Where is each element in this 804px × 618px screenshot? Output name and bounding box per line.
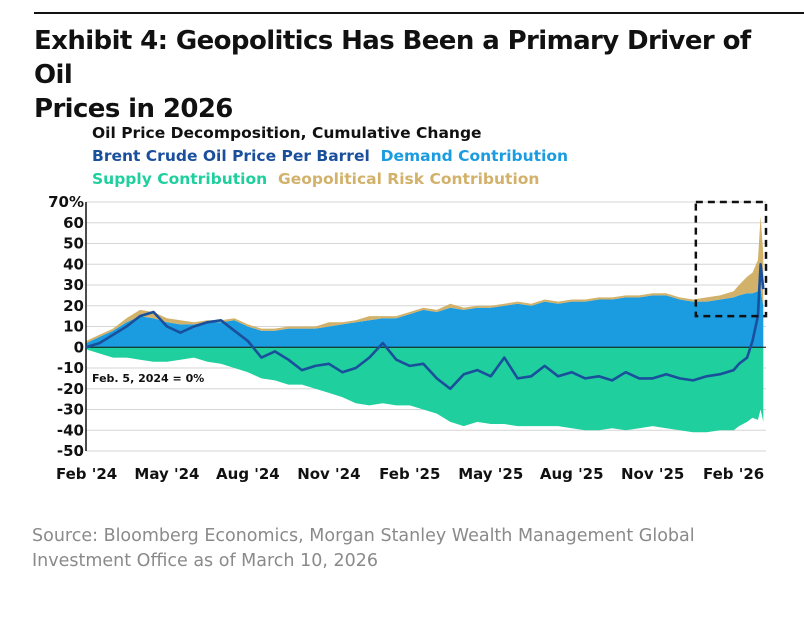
y-tick-label: 70%: [48, 193, 84, 211]
oil-price-chart: 70% 60 50 40 30 20 10 0 -10 -20 -30 -40 -50 Feb '24 M…: [48, 193, 768, 483]
x-tick-label: Feb '26: [703, 465, 764, 483]
demand-area: [86, 289, 764, 348]
exhibit-title-line2: Prices in 2026: [34, 94, 233, 124]
source-line1: Source: Bloomberg Economics, Morgan Stan…: [32, 526, 695, 546]
y-axis-ticks: 70% 60 50 40 30 20 10 0 -10 -20 -30 -40 -50: [48, 193, 84, 460]
y-tick-label: -10: [57, 359, 84, 377]
chart-legend: Oil Price Decomposition, Cumulative Chan…: [92, 122, 568, 191]
brent-line: [85, 263, 765, 391]
y-tick-label: -20: [57, 380, 84, 398]
y-tick-label: 0: [74, 338, 84, 356]
highlight-box-group: [694, 200, 768, 318]
y-tick-label: 30: [63, 276, 84, 294]
source-line2: Investment Office as of March 10, 2026: [32, 551, 379, 571]
x-tick-label: May '25: [458, 465, 523, 483]
baseline-annotation: Feb. 5, 2024 = 0%: [92, 372, 204, 385]
area-layers: [86, 216, 764, 433]
x-tick-label: May '24: [134, 465, 199, 483]
y-tick-label: -30: [57, 401, 84, 419]
axis-lines: [85, 202, 766, 451]
line-layer: [85, 263, 765, 391]
y-tick-label: 50: [63, 235, 84, 253]
y-tick-label: 20: [63, 297, 84, 315]
exhibit-title: Exhibit 4: Geopolitics Has Been a Primar…: [34, 24, 794, 126]
x-tick-label: Aug '25: [540, 465, 604, 483]
legend-geopolitical: Geopolitical Risk Contribution: [277, 170, 540, 188]
x-axis-ticks: Feb '24 May '24 Aug '24 Nov '24 Feb '25 May '…: [56, 465, 764, 483]
legend-brent: Brent Crude Oil Price Per Barrel: [92, 147, 370, 165]
x-tick-label: Feb '24: [56, 465, 117, 483]
y-tick-label: -40: [57, 421, 84, 439]
x-tick-label: Aug '24: [216, 465, 280, 483]
legend-demand: Demand Contribution: [380, 147, 569, 165]
source-note: Source: Bloomberg Economics, Morgan Stan…: [32, 524, 792, 574]
supply-area: [86, 347, 764, 433]
exhibit-title-line1: Exhibit 4: Geopolitics Has Been a Primar…: [34, 26, 751, 90]
y-tick-label: 10: [63, 318, 84, 336]
x-tick-label: Nov '25: [621, 465, 684, 483]
chart-block: 70% 60 50 40 30 20 10 0 -10 -20 -30 -40 -50 Feb '24 M…: [0, 118, 804, 498]
y-tick-label: -50: [57, 442, 84, 460]
x-tick-label: Feb '25: [379, 465, 440, 483]
chart-title: Oil Price Decomposition, Cumulative Chan…: [92, 124, 482, 142]
highlight-box: [694, 200, 768, 318]
top-rule: [34, 12, 804, 14]
y-tick-label: 40: [63, 255, 84, 273]
x-tick-label: Nov '24: [297, 465, 360, 483]
y-tick-label: 60: [63, 214, 84, 232]
legend-supply: Supply Contribution: [92, 170, 268, 188]
